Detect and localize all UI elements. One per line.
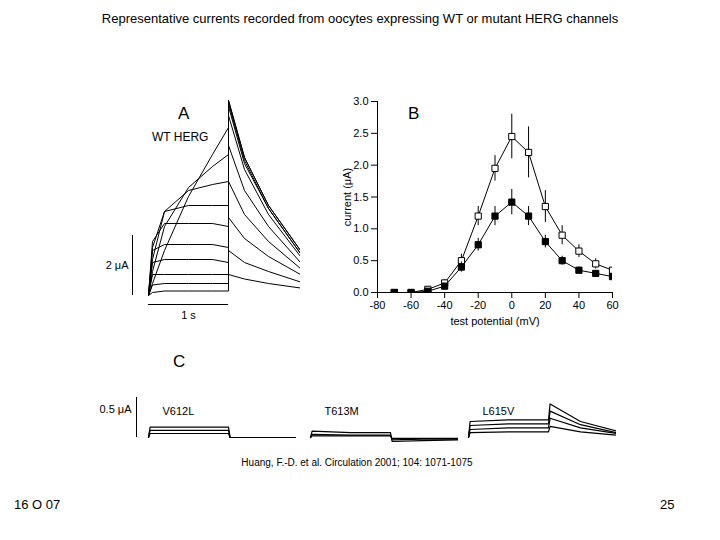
svg-text:0.0: 0.0 xyxy=(353,286,368,298)
html-text:Representative currents record: Representative currents recorded from oo… xyxy=(101,11,619,26)
svg-text:40: 40 xyxy=(573,299,585,311)
svg-text:V612L: V612L xyxy=(163,405,195,417)
svg-text:2 μA: 2 μA xyxy=(106,259,130,271)
svg-text:1 s: 1 s xyxy=(181,309,196,321)
html-text:WT HERG: WT HERG xyxy=(152,130,209,144)
svg-text:3.0: 3.0 xyxy=(353,95,368,107)
html-text:25: 25 xyxy=(660,497,675,512)
svg-text:-20: -20 xyxy=(470,299,486,311)
svg-text:1.0: 1.0 xyxy=(353,222,368,234)
html-text:Huang, F.-D. et al. Circulatio: Huang, F.-D. et al. Circulation 2001; 10… xyxy=(241,457,473,468)
svg-text:L615V: L615V xyxy=(483,405,515,417)
svg-text:1.5: 1.5 xyxy=(353,191,368,203)
svg-text:60: 60 xyxy=(606,299,618,311)
svg-text:-80: -80 xyxy=(370,299,386,311)
html-text:16 O 07: 16 O 07 xyxy=(14,497,61,512)
svg-text:0: 0 xyxy=(509,299,515,311)
svg-text:test potential (mV): test potential (mV) xyxy=(450,315,539,327)
svg-text:-40: -40 xyxy=(437,299,453,311)
html-text:C: C xyxy=(173,352,186,371)
svg-text:20: 20 xyxy=(539,299,551,311)
svg-text:2.0: 2.0 xyxy=(353,159,368,171)
svg-text:2.5: 2.5 xyxy=(353,127,368,139)
html-text:B: B xyxy=(408,104,420,123)
svg-text:T613M: T613M xyxy=(325,405,359,417)
svg-text:0.5: 0.5 xyxy=(353,254,368,266)
html-text:A: A xyxy=(178,104,190,123)
svg-text:current (μA): current (μA) xyxy=(341,168,353,226)
svg-text:-60: -60 xyxy=(403,299,419,311)
svg-text:0.5 μA: 0.5 μA xyxy=(99,403,132,415)
